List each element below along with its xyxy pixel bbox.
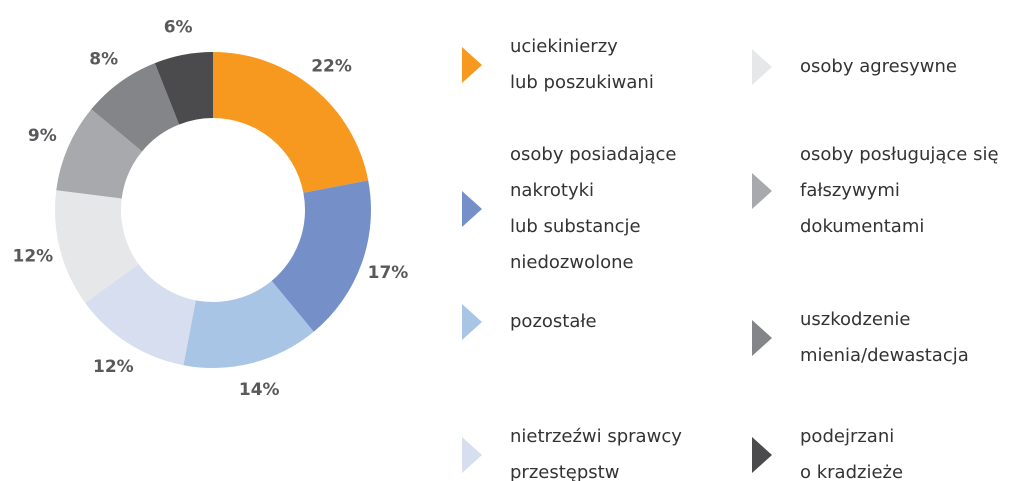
legend-label: uszkodzenie mienia/dewastacja [800, 309, 969, 366]
legend-label: uciekinierzy lub poszukiwani [510, 36, 654, 93]
donut-segment [91, 63, 180, 152]
legend-marker [752, 320, 772, 356]
data-label: 14% [239, 380, 280, 400]
legend-item: uszkodzenie mienia/dewastacja [750, 302, 969, 374]
legend-swatch [752, 437, 772, 473]
legend-label: osoby posiadające nakrotyki lub substanc… [510, 144, 677, 273]
data-label: 8% [89, 50, 118, 70]
legend-swatch [462, 47, 482, 83]
data-label: 9% [28, 126, 57, 146]
legend-swatch [752, 173, 772, 209]
data-label: 6% [164, 17, 193, 37]
legend-item: osoby posługujące się fałszywymi dokumen… [750, 137, 999, 245]
donut-segment [55, 190, 139, 303]
data-label: 12% [12, 246, 53, 266]
data-label: 22% [311, 57, 352, 77]
donut-segment [154, 52, 213, 125]
legend-swatch [752, 49, 772, 85]
legend-item: pozostałe [460, 302, 597, 342]
legend-marker [752, 49, 772, 85]
legend-item: osoby agresywne [750, 47, 957, 87]
legend-label: osoby agresywne [800, 56, 957, 77]
legend-swatch [752, 320, 772, 356]
legend-label: osoby posługujące się fałszywymi dokumen… [800, 144, 999, 237]
legend-marker [752, 437, 772, 473]
legend-item: uciekinierzy lub poszukiwani [460, 29, 654, 101]
donut-segment [56, 109, 143, 199]
donut: 22% 17% 14% 12% 12% 9% 8% 6% [12, 17, 409, 400]
legend-label: podejrzani o kradzieże [800, 426, 904, 481]
legend-swatch [462, 191, 482, 227]
donut-segment [213, 52, 369, 193]
legend-label: pozostałe [510, 311, 597, 332]
legend-marker [462, 191, 482, 227]
data-label: 17% [368, 263, 409, 283]
legend-marker [752, 173, 772, 209]
legend-marker [462, 437, 482, 473]
legend-marker [462, 47, 482, 83]
legend-swatch [462, 304, 482, 340]
legend-label: nietrzeźwi sprawcy przestępstw [510, 426, 682, 481]
donut-segment [271, 180, 371, 332]
data-label: 12% [93, 357, 134, 377]
legend-marker [462, 304, 482, 340]
legend-item: podejrzani o kradzieże [750, 419, 903, 481]
legend-swatch [462, 437, 482, 473]
donut-segment [183, 280, 314, 368]
legend-item: nietrzeźwi sprawcy przestępstw [460, 419, 682, 481]
donut-segment [85, 264, 196, 366]
legend-item: osoby posiadające nakrotyki lub substanc… [460, 137, 677, 281]
